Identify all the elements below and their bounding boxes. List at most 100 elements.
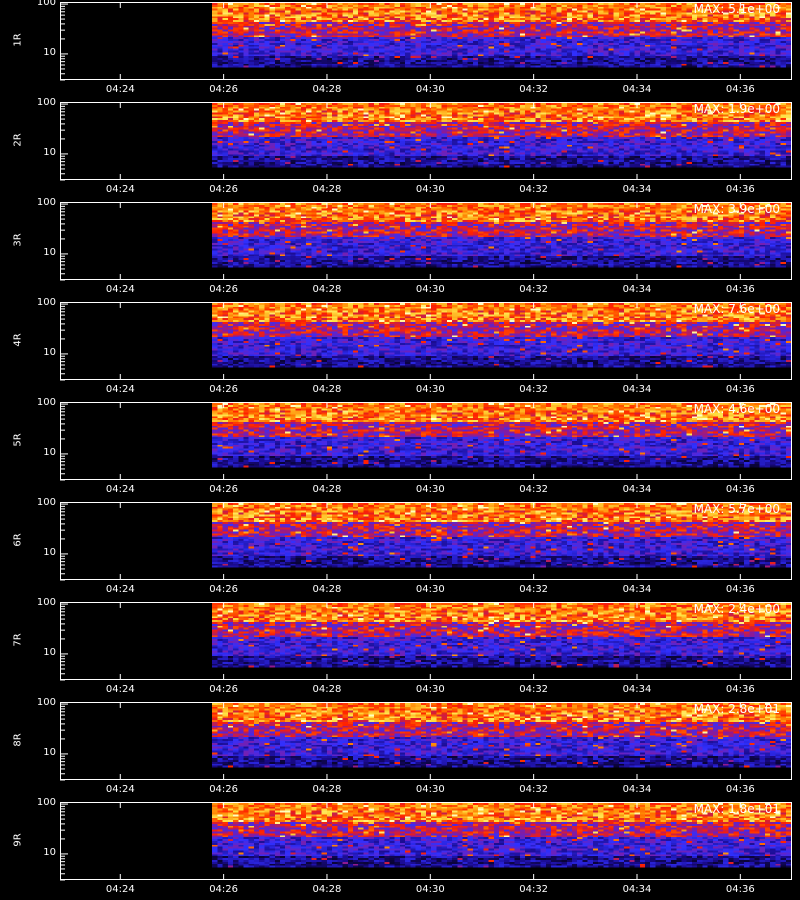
- x-tick-label: 04:30: [415, 784, 445, 795]
- spectrogram-panel-8r: 8R 100 10 MAX: 2.8e+01 04:24 04:26 04:28 04:30 0…: [0, 697, 800, 800]
- x-tick-label: 04:30: [415, 284, 445, 295]
- x-tick-label: 04:36: [725, 784, 755, 795]
- x-tick-label: 04:34: [622, 584, 652, 595]
- max-value-label: MAX: 1.9e+00: [693, 102, 780, 116]
- spectrogram-panel-5r: 5R 100 10 MAX: 4.6e+00 04:24 04:26 04:28 04:30 0…: [0, 397, 800, 500]
- spectrogram-image: [61, 603, 791, 679]
- spectrogram-image: [61, 203, 791, 279]
- x-tick-label: 04:36: [725, 284, 755, 295]
- y-tick-label: 100: [36, 697, 56, 709]
- x-tick-label: 04:28: [312, 484, 342, 495]
- x-tick-label: 04:34: [622, 484, 652, 495]
- x-tick-label: 04:32: [519, 84, 549, 95]
- y-axis-label: 6R: [12, 533, 24, 547]
- spectrogram-image: [61, 503, 791, 579]
- y-axis-label: 1R: [12, 33, 24, 47]
- y-axis-label: 2R: [12, 133, 24, 147]
- y-axis-label: 5R: [12, 433, 24, 447]
- x-tick-label: 04:28: [312, 84, 342, 95]
- x-tick-label: 04:30: [415, 84, 445, 95]
- spectrogram-image: [61, 403, 791, 479]
- spectrogram-image: [61, 3, 791, 79]
- max-value-label: MAX: 2.8e+01: [693, 702, 780, 716]
- x-tick-label: 04:36: [725, 684, 755, 695]
- y-axis-label: 9R: [12, 833, 24, 847]
- y-tick-label: 10: [43, 846, 56, 858]
- spectrogram-image: [61, 703, 791, 779]
- x-tick-label: 04:34: [622, 684, 652, 695]
- y-tick-label: 100: [36, 197, 56, 209]
- x-tick-label: 04:30: [415, 384, 445, 395]
- spectrogram-plot: [60, 302, 792, 380]
- x-tick-label: 04:28: [312, 384, 342, 395]
- x-tick-label: 04:24: [105, 584, 135, 595]
- x-tick-label: 04:24: [105, 284, 135, 295]
- spectrogram-plot: [60, 602, 792, 680]
- x-tick-label: 04:30: [415, 184, 445, 195]
- spectrogram-panel-4r: 4R 100 10 MAX: 7.6e+00 04:24 04:26 04:28 04:30 0…: [0, 297, 800, 400]
- spectrogram-image: [61, 303, 791, 379]
- x-tick-label: 04:24: [105, 384, 135, 395]
- x-tick-label: 04:34: [622, 884, 652, 895]
- x-tick-label: 04:24: [105, 84, 135, 95]
- x-tick-label: 04:24: [105, 684, 135, 695]
- max-value-label: MAX: 7.6e+00: [693, 302, 780, 316]
- y-axis-label: 4R: [12, 333, 24, 347]
- x-tick-label: 04:24: [105, 184, 135, 195]
- x-tick-label: 04:32: [519, 284, 549, 295]
- spectrogram-plot: [60, 402, 792, 480]
- spectrogram-plot: [60, 802, 792, 880]
- x-tick-label: 04:32: [519, 384, 549, 395]
- y-tick-label: 100: [36, 597, 56, 609]
- x-tick-label: 04:36: [725, 584, 755, 595]
- y-tick-label: 10: [43, 146, 56, 158]
- y-tick-label: 10: [43, 46, 56, 58]
- x-tick-label: 04:36: [725, 484, 755, 495]
- x-tick-label: 04:26: [209, 684, 239, 695]
- spectrogram-panel-3r: 3R 100 10 MAX: 3.9e+00 04:24 04:26 04:28 04:30 0…: [0, 197, 800, 300]
- x-tick-label: 04:30: [415, 684, 445, 695]
- y-axis-label: 8R: [12, 733, 24, 747]
- x-tick-label: 04:32: [519, 484, 549, 495]
- spectrogram-image: [61, 103, 791, 179]
- y-tick-label: 100: [36, 97, 56, 109]
- spectrogram-plot: [60, 502, 792, 580]
- x-tick-label: 04:28: [312, 684, 342, 695]
- x-tick-label: 04:34: [622, 184, 652, 195]
- x-tick-label: 04:30: [415, 884, 445, 895]
- x-tick-label: 04:32: [519, 184, 549, 195]
- x-tick-label: 04:28: [312, 184, 342, 195]
- x-tick-label: 04:26: [209, 784, 239, 795]
- max-value-label: MAX: 2.4e+00: [693, 602, 780, 616]
- x-tick-label: 04:26: [209, 184, 239, 195]
- x-tick-label: 04:30: [415, 484, 445, 495]
- y-tick-label: 10: [43, 546, 56, 558]
- x-tick-label: 04:36: [725, 184, 755, 195]
- y-tick-label: 10: [43, 446, 56, 458]
- y-tick-label: 100: [36, 797, 56, 809]
- x-tick-label: 04:34: [622, 284, 652, 295]
- spectrogram-plot: [60, 2, 792, 80]
- max-value-label: MAX: 5.7e+00: [693, 502, 780, 516]
- x-tick-label: 04:32: [519, 884, 549, 895]
- x-tick-label: 04:24: [105, 784, 135, 795]
- spectrogram-plot: [60, 702, 792, 780]
- x-tick-label: 04:26: [209, 884, 239, 895]
- x-tick-label: 04:34: [622, 384, 652, 395]
- x-tick-label: 04:26: [209, 484, 239, 495]
- spectrogram-panel-9r: 9R 100 10 MAX: 1.8e+01 04:24 04:26 04:28 04:30 0…: [0, 797, 800, 900]
- max-value-label: MAX: 4.6e+00: [693, 402, 780, 416]
- y-tick-label: 10: [43, 646, 56, 658]
- spectrogram-image: [61, 803, 791, 879]
- y-axis-label: 3R: [12, 233, 24, 247]
- x-tick-label: 04:26: [209, 584, 239, 595]
- y-tick-label: 10: [43, 746, 56, 758]
- max-value-label: MAX: 3.9e+00: [693, 202, 780, 216]
- y-tick-label: 10: [43, 246, 56, 258]
- x-tick-label: 04:26: [209, 284, 239, 295]
- x-tick-label: 04:24: [105, 484, 135, 495]
- x-tick-label: 04:36: [725, 84, 755, 95]
- x-tick-label: 04:30: [415, 584, 445, 595]
- y-tick-label: 100: [36, 497, 56, 509]
